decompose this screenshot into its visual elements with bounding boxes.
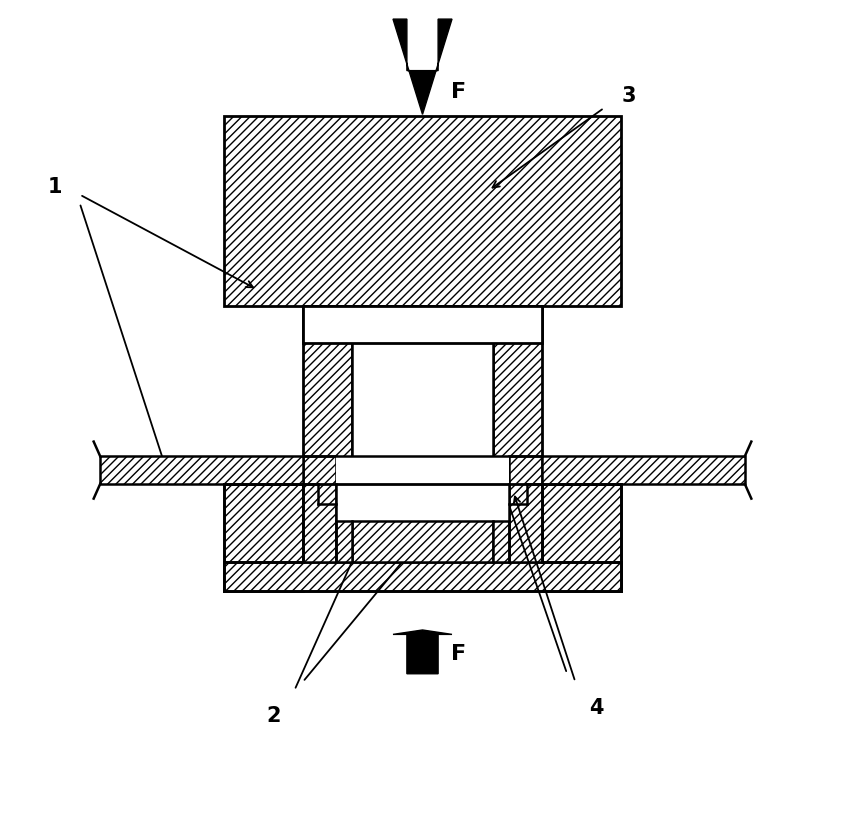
Bar [509, 457, 542, 562]
Bar [224, 562, 620, 591]
Bar [492, 522, 509, 562]
Bar [335, 457, 509, 562]
Bar [302, 306, 542, 344]
Text: 2: 2 [266, 705, 281, 725]
Text: 3: 3 [621, 86, 636, 106]
Text: 1: 1 [47, 177, 62, 197]
Bar [302, 306, 352, 460]
Bar [352, 522, 492, 562]
Bar [352, 306, 492, 460]
Polygon shape [392, 630, 452, 674]
Bar [492, 306, 542, 460]
Bar [224, 117, 620, 306]
Polygon shape [392, 20, 452, 115]
Text: F: F [451, 82, 466, 102]
Bar [542, 484, 620, 591]
Bar [542, 457, 744, 484]
Bar [100, 457, 302, 484]
Text: F: F [451, 643, 466, 663]
Bar [335, 522, 352, 562]
Text: 4: 4 [588, 697, 603, 717]
Bar [224, 484, 302, 591]
Bar [352, 484, 492, 522]
Bar [302, 457, 335, 562]
